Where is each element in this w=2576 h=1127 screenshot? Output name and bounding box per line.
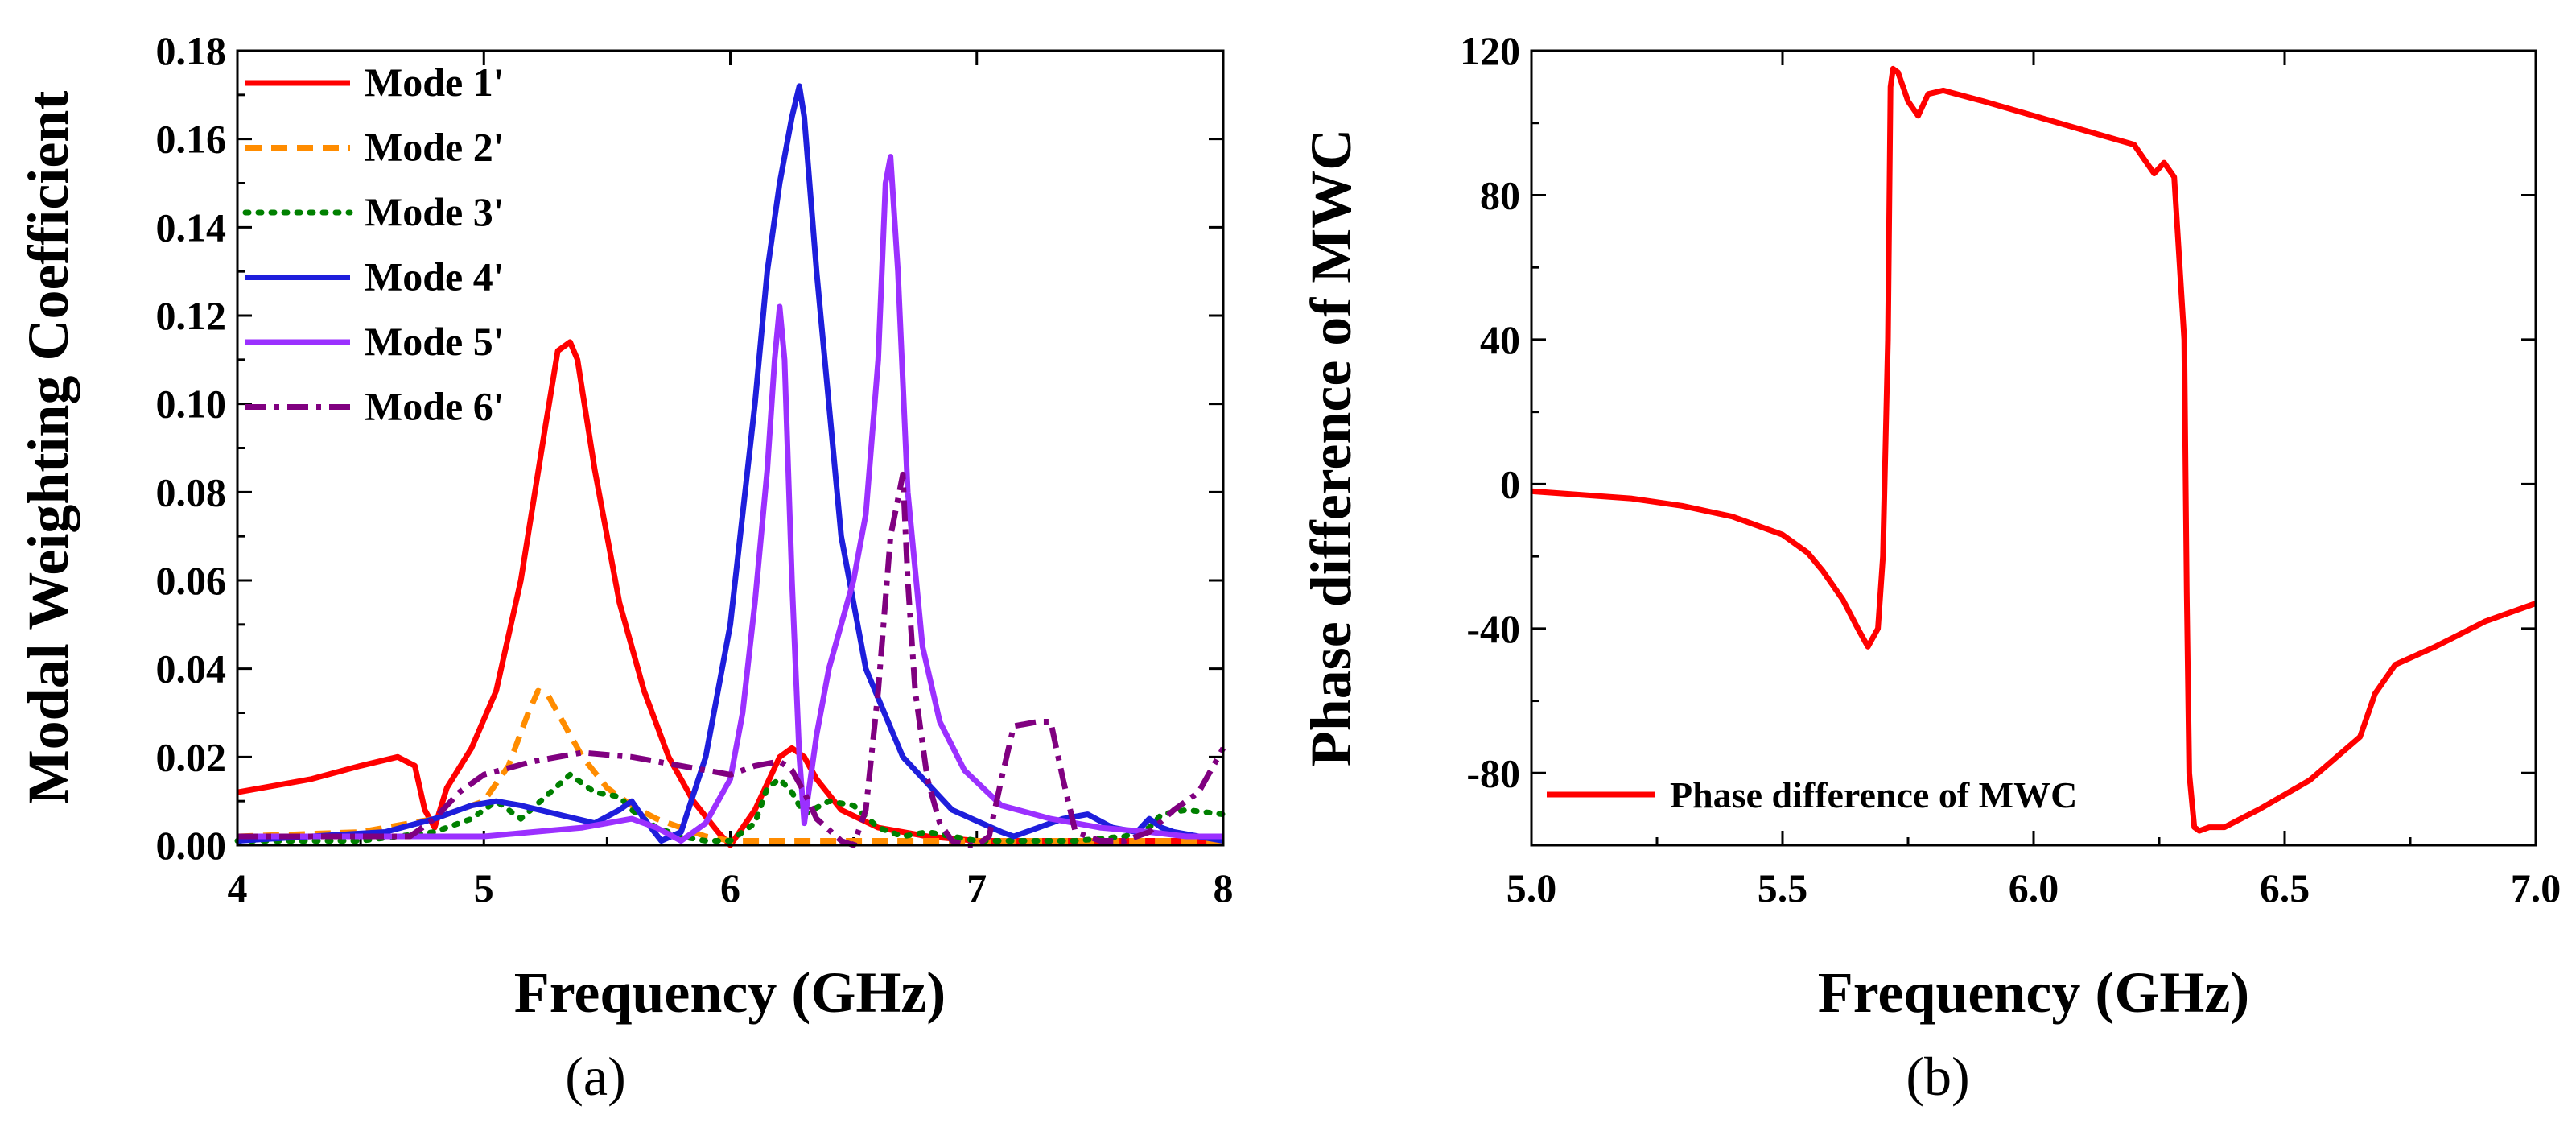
chart-b-y-tick-label: 0 (1500, 461, 1520, 506)
chart-a-tick-labels: 4 5 6 7 8 0.00 0.02 0.04 0.06 0.08 0.10 0.12 0.14 0.1… (156, 28, 1234, 910)
chart-a-y-tick-label: 0.06 (156, 558, 227, 603)
chart-a-series (234, 83, 1226, 848)
chart-a-ticks (236, 49, 1225, 847)
chart-a-series-mode-3 (234, 771, 1226, 844)
chart-b-panel-label: (b) (1906, 1046, 1969, 1107)
chart-a-legend-label: Mode 4' (365, 254, 505, 299)
chart-a-y-tick-label: 0.16 (156, 117, 227, 162)
chart-b-y-tick-label: -80 (1466, 750, 1520, 795)
chart-b-legend: Phase difference of MWC (1547, 774, 2077, 815)
chart-b-x-tick-label: 5.5 (1758, 865, 1808, 910)
chart-a-x-tick-label: 5 (474, 865, 494, 910)
chart-b-tick-labels: 5.0 5.5 6.0 6.5 7.0 -80 -40 0 40 80 120 (1460, 28, 2561, 910)
chart-a-x-tick-label: 6 (720, 865, 740, 910)
chart-a-x-tick-label: 7 (967, 865, 987, 910)
chart-a-x-tick-label: 8 (1214, 865, 1234, 910)
chart-a-panel-label: (a) (565, 1046, 625, 1107)
chart-b-y-tick-label: 80 (1480, 172, 1520, 217)
chart-a: 4 5 6 7 8 0.00 0.02 0.04 0.06 0.08 0.10 0.12 0.14 0.1… (16, 28, 1234, 1107)
chart-a-y-axis-title: Modal Weighting Coefficient (16, 91, 80, 805)
chart-a-x-tick-label: 4 (228, 865, 248, 910)
chart-b-x-axis-title: Frequency (GHz) (1818, 960, 2250, 1025)
chart-a-y-tick-label: 0.14 (156, 204, 227, 250)
chart-b-y-tick-label: -40 (1466, 606, 1520, 651)
chart-a-y-tick-label: 0.08 (156, 469, 227, 514)
chart-a-plot-frame (236, 49, 1225, 847)
chart-a-series-mode-2 (237, 687, 1223, 844)
chart-b-y-tick-label: 40 (1480, 317, 1520, 362)
chart-a-y-tick-label: 0.00 (156, 823, 227, 868)
chart-a-legend-label: Mode 2' (365, 125, 505, 170)
chart-b-y-axis-title: Phase difference of MWC (1299, 129, 1363, 766)
chart-b-series (1531, 65, 2537, 834)
chart-a-series-mode-6 (237, 471, 1226, 848)
chart-b-x-tick-label: 6.0 (2009, 865, 2059, 910)
chart-b-plot-frame (1530, 49, 2537, 847)
chart-a-x-axis-title: Frequency (GHz) (514, 960, 946, 1025)
chart-b-x-tick-label: 5.0 (1506, 865, 1557, 910)
chart-a-legend-label: Mode 3' (365, 189, 505, 234)
chart-a-y-tick-label: 0.18 (156, 28, 227, 73)
chart-a-legend-label: Mode 6' (365, 384, 505, 429)
chart-a-y-tick-label: 0.12 (156, 293, 227, 338)
chart-b-legend-label: Phase difference of MWC (1670, 774, 2077, 815)
chart-b-series-phase-difference-of-mwc (1531, 65, 2537, 834)
chart-b-x-tick-label: 7.0 (2511, 865, 2562, 910)
chart-a-legend-label: Mode 1' (365, 60, 505, 105)
chart-a-y-tick-label: 0.10 (156, 382, 227, 427)
chart-a-y-tick-label: 0.02 (156, 734, 227, 779)
chart-b-x-tick-label: 6.5 (2260, 865, 2310, 910)
chart-a-legend-label: Mode 5' (365, 319, 505, 364)
chart-a-series-mode-5 (237, 154, 1223, 844)
chart-a-series-mode-4 (237, 83, 1224, 844)
chart-b-ticks (1530, 49, 2537, 845)
chart-b: 5.0 5.5 6.0 6.5 7.0 -80 -40 0 40 80 120 Frequency … (1299, 28, 2561, 1107)
chart-b-y-tick-label: 120 (1460, 28, 1520, 73)
chart-a-y-tick-label: 0.04 (156, 646, 227, 691)
chart-a-legend: Mode 1' Mode 2' Mode 3' Mode 4' Mode 5' Mode … (242, 60, 505, 429)
